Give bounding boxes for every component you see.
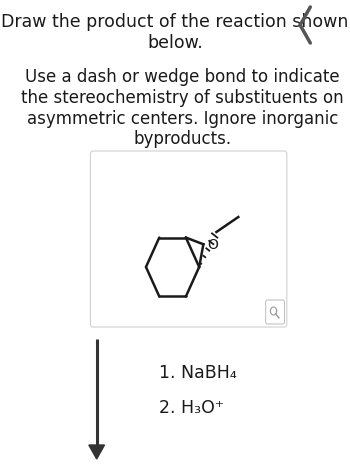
FancyBboxPatch shape xyxy=(266,300,285,324)
Text: Use a dash or wedge bond to indicate
the stereochemistry of substituents on
asym: Use a dash or wedge bond to indicate the… xyxy=(21,68,344,148)
Text: O: O xyxy=(207,238,218,252)
Polygon shape xyxy=(89,445,105,459)
Text: Draw the product of the reaction shown
below.: Draw the product of the reaction shown b… xyxy=(1,13,349,52)
Text: 1. NaBH₄: 1. NaBH₄ xyxy=(159,363,237,381)
FancyBboxPatch shape xyxy=(90,152,287,327)
Text: 2. H₃O⁺: 2. H₃O⁺ xyxy=(159,398,224,416)
